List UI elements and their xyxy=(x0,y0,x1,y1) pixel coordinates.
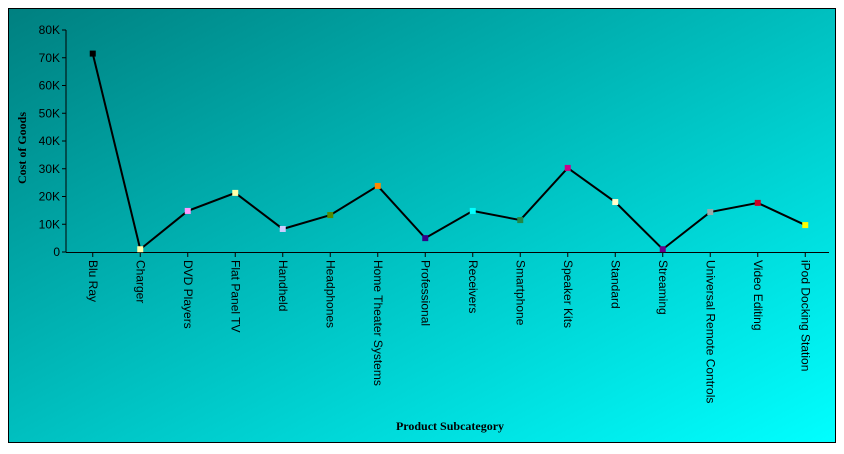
y-axis-title: Cost of Goods xyxy=(15,112,29,184)
x-axis-title: Product Subcategory xyxy=(396,419,504,433)
x-tick-label: Handheld xyxy=(276,260,290,311)
marker xyxy=(422,235,429,242)
marker xyxy=(89,50,96,57)
x-tick-label: Home Theater Systems xyxy=(371,260,385,386)
y-tick-label: 30K xyxy=(39,162,60,176)
marker xyxy=(184,207,191,214)
x-tick-label: Receivers xyxy=(466,260,480,313)
marker xyxy=(707,209,714,216)
marker xyxy=(137,246,144,253)
x-tick-label: Universal Remote Controls xyxy=(703,260,717,403)
y-tick-label: 40K xyxy=(39,134,60,148)
marker xyxy=(659,246,666,253)
y-tick-label: 20K xyxy=(39,190,60,204)
y-tick-label: 10K xyxy=(39,217,60,231)
marker xyxy=(754,199,761,206)
y-tick-label: 50K xyxy=(39,106,60,120)
marker xyxy=(517,217,524,224)
x-tick-label: Headphones xyxy=(323,260,337,328)
marker xyxy=(232,189,239,196)
x-tick-label: iPod Docking Station xyxy=(798,260,812,371)
marker xyxy=(802,222,809,229)
x-tick-label: Standard xyxy=(608,260,622,309)
x-tick-label: Smartphone xyxy=(513,260,527,326)
y-tick-label: 0 xyxy=(53,245,60,259)
x-tick-label: Charger xyxy=(133,260,147,303)
y-tick-label: 60K xyxy=(39,79,60,93)
marker xyxy=(564,164,571,171)
x-tick-label: Speaker Kits xyxy=(561,260,575,328)
marker xyxy=(279,225,286,232)
marker xyxy=(327,212,334,219)
line xyxy=(91,53,806,251)
y-tick-label: 70K xyxy=(39,51,60,65)
x-tick-label: Flat Panel TV xyxy=(228,260,242,332)
chart-background xyxy=(8,8,836,443)
marker xyxy=(469,207,476,214)
x-tick-label: Blu Ray xyxy=(86,260,100,302)
marker xyxy=(374,182,381,189)
y-tick-label: 80K xyxy=(39,23,60,37)
x-tick-label: Streaming xyxy=(656,260,670,315)
x-tick-label: Video Editing xyxy=(751,260,765,331)
x-tick-label: Professional xyxy=(418,260,432,326)
x-tick-label: DVD Players xyxy=(181,260,195,329)
marker xyxy=(612,199,619,206)
